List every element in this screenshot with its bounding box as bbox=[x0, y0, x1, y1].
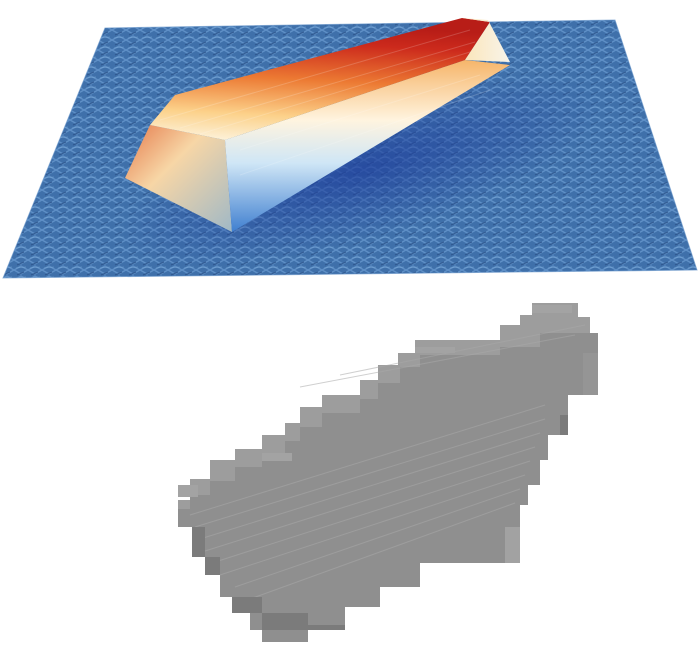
height-surface-panel bbox=[0, 0, 700, 290]
ridge-front-face bbox=[225, 60, 510, 232]
voxel-top-face bbox=[178, 303, 590, 509]
voxel-shadow-steps bbox=[192, 353, 598, 630]
height-surface-svg bbox=[2, 18, 698, 279]
ridge-top bbox=[150, 18, 490, 140]
ridge-left-face bbox=[125, 125, 232, 232]
ridge-right-cap bbox=[462, 18, 510, 62]
voxel-highlight-steps bbox=[178, 305, 572, 497]
voxel-body bbox=[178, 303, 598, 642]
voxel-object-svg bbox=[178, 303, 598, 642]
voxel-object-panel bbox=[0, 295, 700, 652]
